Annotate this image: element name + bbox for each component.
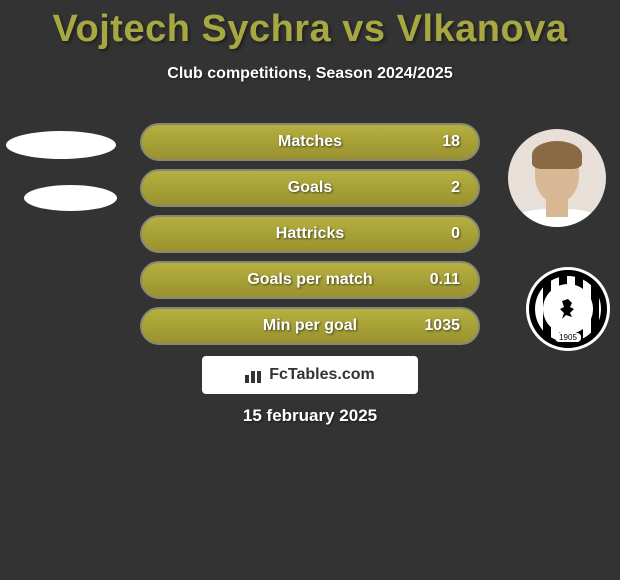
stat-value-right: 18 <box>442 133 460 151</box>
club-year: 1905 <box>555 333 581 342</box>
stat-bar-goals-per-match: Goals per match 0.11 <box>140 261 480 299</box>
page-title: Vojtech Sychra vs Vlkanova <box>0 0 620 51</box>
stat-value-right: 0 <box>451 225 460 243</box>
promo-text: FcTables.com <box>269 366 375 384</box>
stat-label: Goals <box>288 179 332 197</box>
subtitle: Club competitions, Season 2024/2025 <box>0 65 620 83</box>
stat-value-right: 0.11 <box>430 271 460 289</box>
club-center <box>543 284 593 334</box>
stat-label: Matches <box>278 133 342 151</box>
stat-label: Hattricks <box>276 225 344 243</box>
club-badge-right: 1905 <box>526 267 610 351</box>
stat-bar-goals: Goals 2 <box>140 169 480 207</box>
player-avatar-right <box>508 129 606 227</box>
stat-label: Min per goal <box>263 317 357 335</box>
stats-area: Matches 18 Goals 2 Hattricks 0 Goals per… <box>0 123 620 363</box>
avatar-hair <box>532 141 582 169</box>
club-lion-icon <box>554 295 582 323</box>
stat-label: Goals per match <box>247 271 372 289</box>
promo-box[interactable]: FcTables.com <box>202 356 418 394</box>
stat-value-right: 2 <box>451 179 460 197</box>
stat-value-right: 1035 <box>424 317 460 335</box>
stat-bars-container: Matches 18 Goals 2 Hattricks 0 Goals per… <box>140 123 480 353</box>
left-avatar-placeholder-2 <box>24 185 117 211</box>
chart-icon <box>245 367 265 383</box>
date-text: 15 february 2025 <box>243 406 377 426</box>
stat-bar-min-per-goal: Min per goal 1035 <box>140 307 480 345</box>
stat-bar-matches: Matches 18 <box>140 123 480 161</box>
left-avatar-placeholder-1 <box>6 131 116 159</box>
stat-bar-hattricks: Hattricks 0 <box>140 215 480 253</box>
